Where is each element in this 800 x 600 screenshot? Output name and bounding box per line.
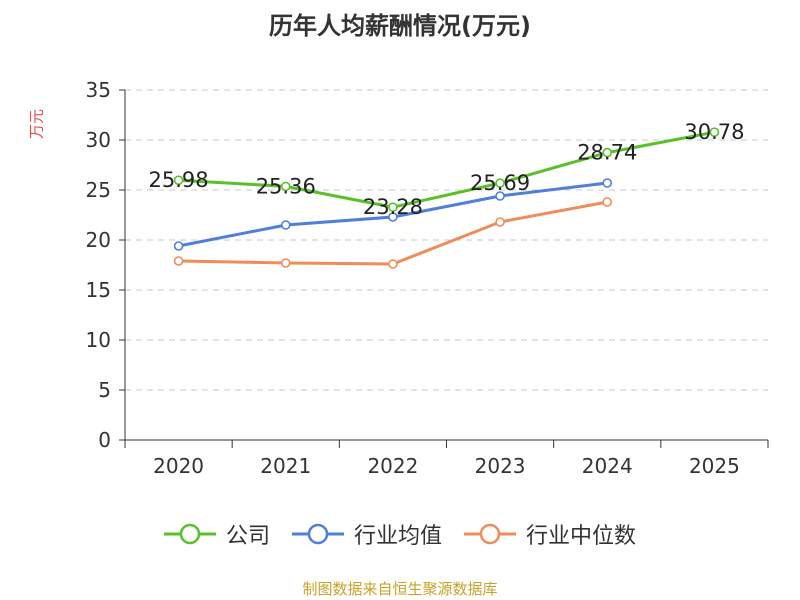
data-point — [602, 197, 613, 207]
legend-label-company: 公司 — [225, 524, 270, 549]
data-point — [495, 217, 505, 227]
x-tick-label: 2021 — [260, 454, 311, 478]
x-tick-label: 2023 — [475, 454, 526, 478]
y-tick-label: 20 — [86, 228, 111, 252]
data-label: 25.36 — [256, 174, 316, 198]
data-point — [173, 256, 184, 266]
data-source-note: 制图数据来自恒生聚源数据库 — [302, 580, 498, 598]
y-tick-label: 30 — [86, 128, 111, 152]
data-label: 28.74 — [577, 141, 637, 165]
legend-item-industry-average[interactable]: 行业均值 — [291, 518, 442, 550]
data-point — [602, 178, 613, 188]
y-tick-label: 15 — [86, 278, 111, 302]
y-tick-label: 0 — [98, 428, 111, 452]
data-point — [602, 147, 613, 158]
data-point — [280, 220, 291, 230]
data-point — [173, 175, 184, 185]
data-point — [495, 191, 505, 201]
y-tick-label: 5 — [98, 378, 111, 402]
x-tick-label: 2020 — [153, 454, 204, 478]
legend-label-industry-average: 行业均值 — [353, 524, 442, 549]
data-label: 23.28 — [363, 195, 423, 219]
y-tick-label: 25 — [86, 178, 111, 202]
data-point — [388, 202, 398, 212]
x-tick-label: 2025 — [689, 454, 740, 478]
data-label: 25.98 — [149, 168, 209, 192]
legend: 公司 行业均值 行业中位数 — [0, 518, 800, 550]
data-point — [388, 212, 398, 222]
data-label: 25.69 — [470, 171, 530, 195]
y-tick-label: 35 — [86, 78, 111, 102]
legend-swatch-industry-average — [291, 523, 344, 545]
data-label: 30.78 — [684, 120, 744, 144]
data-point — [173, 241, 184, 251]
data-point — [280, 258, 291, 268]
legend-item-industry-median[interactable]: 行业中位数 — [464, 518, 636, 550]
legend-label-industry-median: 行业中位数 — [526, 524, 637, 549]
x-tick-label: 2022 — [367, 454, 418, 478]
chart-title: 历年人均薪酬情况(万元) — [269, 12, 531, 40]
series-line-公司 — [178, 130, 715, 209]
data-point — [280, 181, 291, 192]
data-point — [709, 127, 720, 137]
legend-item-company[interactable]: 公司 — [163, 518, 270, 550]
x-tick-label: 2024 — [582, 454, 633, 478]
legend-swatch-company — [163, 523, 216, 545]
data-point — [495, 178, 505, 188]
data-point — [388, 259, 398, 269]
legend-swatch-industry-median — [464, 523, 516, 545]
y-tick-label: 10 — [86, 328, 111, 352]
